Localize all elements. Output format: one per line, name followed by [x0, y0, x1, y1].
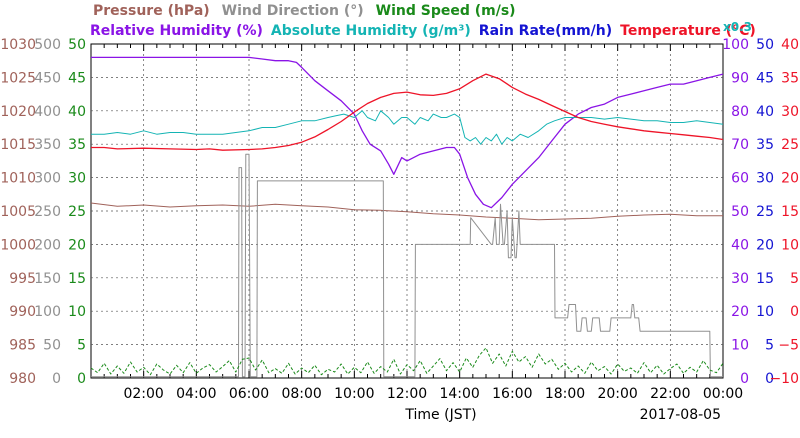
- y-tick-label-rain-rate: 15: [756, 271, 774, 287]
- y-tick-label-rain-rate: 0: [765, 371, 774, 387]
- y-tick-label-pressure: 985: [9, 338, 36, 354]
- y-tick-label-wind-direction: 250: [34, 204, 61, 220]
- y-tick-label-rain-rate: 50: [756, 37, 774, 53]
- y-tick-label-relative-humidity: 80: [731, 104, 749, 120]
- y-tick-label-rain-rate: 30: [756, 171, 774, 187]
- y-tick-label-wind-direction: 150: [34, 271, 61, 287]
- y-tick-label-wind-direction: 50: [43, 338, 61, 354]
- x-tick-label: 20:00: [597, 386, 637, 402]
- legend-item: Wind Direction (°): [222, 3, 364, 19]
- y-tick-label-pressure: 990: [9, 304, 36, 320]
- series-line-relative-humidity: [91, 56, 724, 209]
- legend-item: Absolute Humidity (g/m³): [271, 23, 471, 39]
- x-axis-label: Time (JST): [404, 407, 476, 423]
- series-line-pressure-hpa: [90, 202, 723, 221]
- y-tick-label-rain-rate: 35: [756, 137, 774, 153]
- y-tick-label-pressure: 1025: [0, 70, 36, 86]
- x-tick-label: 10:00: [334, 386, 374, 402]
- y-tick-label-wind-direction: 0: [52, 371, 61, 387]
- y-tick-label-wind-direction: 300: [34, 171, 61, 187]
- x-tick-label: 04:00: [176, 386, 216, 402]
- x-tick-label: 22:00: [650, 386, 690, 402]
- series-line-temperature-c: [91, 73, 724, 151]
- y-tick-label-relative-humidity: 0: [740, 371, 749, 387]
- y-tick-label-rain-rate: 20: [756, 237, 774, 253]
- series-line-wind-speed-m-s: [90, 347, 724, 376]
- y-tick-label-temperature: 20: [781, 171, 799, 187]
- y-tick-label-pressure: 1020: [0, 104, 36, 120]
- y-tick-label-wind-speed: 15: [68, 271, 86, 287]
- y-tick-label-pressure: 1030: [0, 37, 36, 53]
- x-tick-label: 00:00: [703, 386, 743, 402]
- y-tick-label-wind-speed: 5: [77, 338, 86, 354]
- y-tick-label-temperature: 30: [781, 104, 799, 120]
- y-tick-label-wind-speed: 0: [77, 371, 86, 387]
- y-tick-label-relative-humidity: 10: [731, 338, 749, 354]
- x-tick-label: 18:00: [545, 386, 585, 402]
- y-tick-label-wind-speed: 20: [68, 237, 86, 253]
- y-tick-label-relative-humidity: 90: [731, 70, 749, 86]
- y-tick-label-temperature: 35: [781, 70, 799, 86]
- x-tick-label: 08:00: [281, 386, 321, 402]
- y-tick-label-wind-direction: 200: [34, 237, 61, 253]
- legend-item: Relative Humidity (%): [90, 23, 263, 39]
- y-tick-label-rain-rate: 25: [756, 204, 774, 220]
- y-tick-label-wind-speed: 10: [68, 304, 86, 320]
- y-tick-label-temperature: 10: [781, 237, 799, 253]
- y-tick-label-temperature: 15: [781, 204, 799, 220]
- y-tick-label-relative-humidity: 60: [731, 171, 749, 187]
- chart-date: 2017-08-05: [640, 407, 721, 423]
- y-tick-label-wind-direction: 500: [34, 37, 61, 53]
- y-tick-label-wind-direction: 400: [34, 104, 61, 120]
- y-tick-label-wind-speed: 30: [68, 171, 86, 187]
- legend-item: Wind Speed (m/s): [376, 3, 516, 19]
- y-tick-label-wind-speed: 35: [68, 137, 86, 153]
- y-tick-label-temperature: 25: [781, 137, 799, 153]
- y-tick-label-pressure: 1015: [0, 137, 36, 153]
- y-tick-label-temperature: −5: [778, 338, 799, 354]
- x-tick-label: 02:00: [123, 386, 163, 402]
- y-tick-label-pressure: 1010: [0, 171, 36, 187]
- y-tick-label-wind-speed: 25: [68, 204, 86, 220]
- legend-item: Pressure (hPa): [93, 3, 210, 19]
- y-tick-label-wind-speed: 50: [68, 37, 86, 53]
- x-tick-label: 16:00: [492, 386, 532, 402]
- legend-item: Rain Rate(mm/h): [479, 23, 612, 39]
- absolute-humidity-scale-note: x0.3: [723, 20, 752, 34]
- y-tick-label-wind-direction: 450: [34, 70, 61, 86]
- y-tick-label-rain-rate: 45: [756, 70, 774, 86]
- y-tick-label-rain-rate: 40: [756, 104, 774, 120]
- y-tick-label-pressure: 1000: [0, 237, 36, 253]
- y-tick-label-temperature: 5: [790, 271, 799, 287]
- y-tick-label-wind-direction: 350: [34, 137, 61, 153]
- y-tick-label-rain-rate: 5: [765, 338, 774, 354]
- y-tick-label-rain-rate: 10: [756, 304, 774, 320]
- y-tick-label-wind-speed: 45: [68, 70, 86, 86]
- y-tick-label-relative-humidity: 100: [722, 37, 749, 53]
- y-tick-label-relative-humidity: 40: [731, 237, 749, 253]
- y-tick-label-relative-humidity: 20: [731, 304, 749, 320]
- y-tick-label-relative-humidity: 70: [731, 137, 749, 153]
- x-tick-label: 06:00: [229, 386, 269, 402]
- y-tick-label-wind-speed: 40: [68, 104, 86, 120]
- series-line-wind-direction: [91, 153, 723, 378]
- y-tick-label-relative-humidity: 50: [731, 204, 749, 220]
- y-tick-label-pressure: 995: [9, 271, 36, 287]
- legend-item: Temperature (°C): [620, 23, 756, 39]
- x-tick-label: 14:00: [439, 386, 479, 402]
- y-tick-label-temperature: 0: [790, 304, 799, 320]
- y-tick-label-temperature: −10: [769, 371, 799, 387]
- y-tick-label-wind-direction: 100: [34, 304, 61, 320]
- y-tick-label-temperature: 40: [781, 37, 799, 53]
- y-tick-label-pressure: 980: [9, 371, 36, 387]
- y-tick-label-pressure: 1005: [0, 204, 36, 220]
- y-tick-label-relative-humidity: 30: [731, 271, 749, 287]
- x-tick-label: 12:00: [387, 386, 427, 402]
